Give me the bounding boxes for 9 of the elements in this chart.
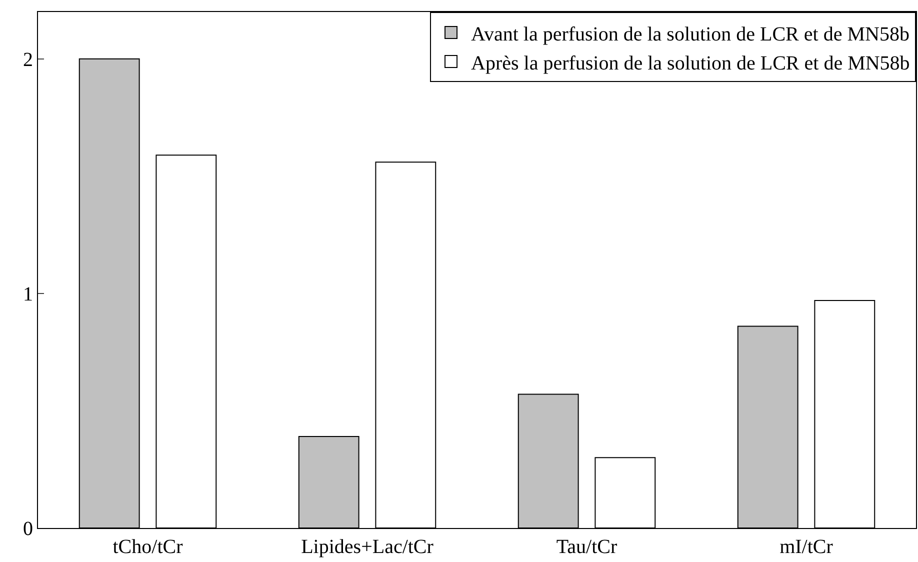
y-tick-label: 2	[23, 48, 33, 71]
y-tick-label: 0	[23, 518, 33, 540]
x-tick-label: Tau/tCr	[556, 536, 618, 558]
x-tick-label: tCho/tCr	[112, 536, 184, 558]
x-tick-label: Lipides+Lac/tCr	[301, 536, 434, 558]
x-tick-label: mI/tCr	[780, 536, 834, 558]
legend-label: Après la perfusion de la solution de LCR et de MN58b	[471, 52, 910, 74]
legend-label: Avant la perfusion de la solution de LCR et de MN58b	[471, 23, 910, 46]
y-tick-label: 1	[23, 283, 33, 306]
